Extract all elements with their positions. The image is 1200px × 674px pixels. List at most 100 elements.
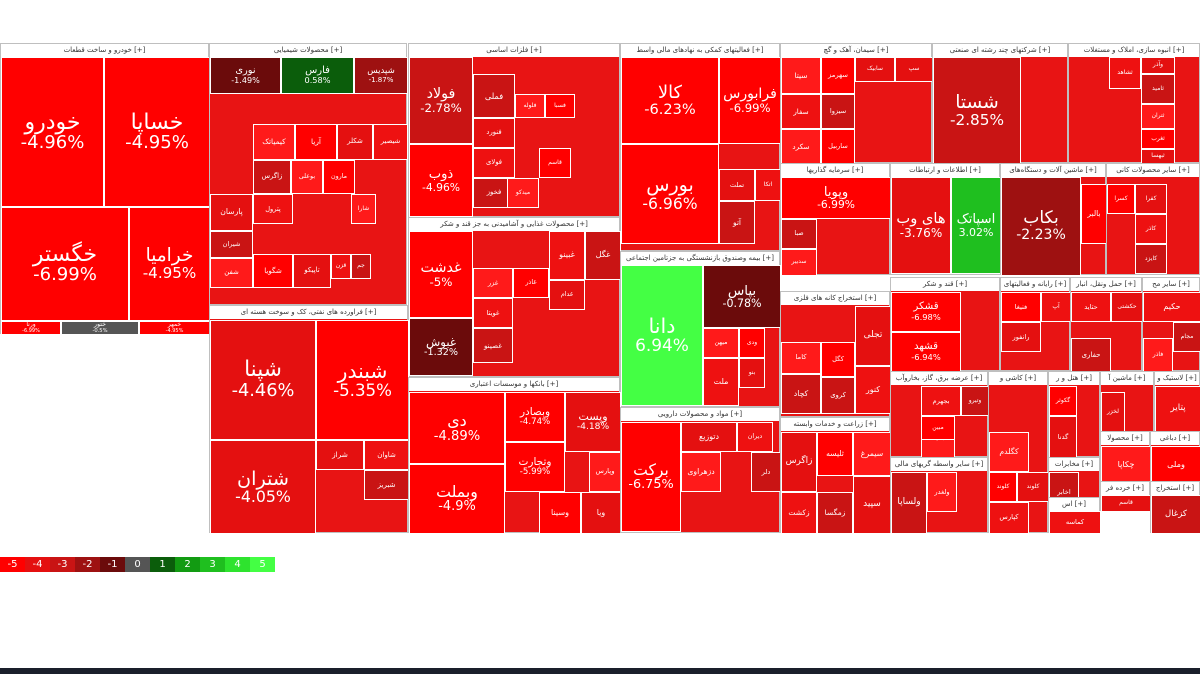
stock-tile[interactable]: شیران [210, 231, 253, 258]
stock-tile[interactable]: کایزد [1135, 244, 1167, 274]
stock-tile[interactable]: کپارس [989, 502, 1029, 534]
stock-tile[interactable]: پتایر [1155, 386, 1200, 432]
stock-tile[interactable]: شتران -4.05% [210, 440, 316, 534]
stock-tile[interactable]: خمهر -4.95% [139, 321, 210, 335]
stock-tile[interactable]: ثبهسا [1141, 149, 1175, 164]
sector-header[interactable]: [+] مخابرات [1049, 458, 1099, 471]
stock-tile[interactable]: شبریز [364, 470, 409, 500]
stock-tile[interactable]: گکوثر [1049, 386, 1077, 416]
sector-header[interactable]: [+] قند و شکر [891, 278, 999, 291]
stock-tile[interactable]: وپارس [589, 452, 621, 492]
stock-tile[interactable]: شیصیر [373, 124, 408, 160]
stock-tile[interactable]: زاگرس [781, 432, 817, 492]
stock-tile[interactable]: های وب -3.76% [891, 177, 951, 274]
stock-tile[interactable]: شپدیس -1.87% [354, 57, 408, 94]
sector-panel[interactable]: [+] استخراج کزغال [1150, 481, 1200, 534]
sector-header[interactable]: [+] استخراج [1151, 482, 1199, 495]
sector-panel[interactable]: [+] زراعت و خدمات وابسته زاگرس زکشت زمگسا سی… [780, 417, 891, 534]
stock-tile[interactable]: ودی [739, 328, 765, 358]
sector-panel[interactable]: [+] سایر مح حکیم مجام فاذر [1142, 277, 1200, 372]
stock-tile[interactable]: غبوش -1.32% [409, 318, 473, 376]
stock-tile[interactable]: کیمیاتک [253, 124, 295, 160]
stock-tile[interactable]: آپ [1041, 292, 1071, 322]
stock-tile[interactable]: فسبا [545, 94, 575, 118]
sector-header[interactable]: [+] شرکتهای چند رشته ای صنعتی [933, 44, 1067, 57]
sector-panel[interactable]: [+] حمل ونقل، انبار حکشتی حتاید حفاری [1070, 277, 1143, 372]
sector-panel[interactable]: [+] فراورده های نفتی، کک و سوخت هسته ای ش… [209, 305, 409, 534]
stock-tile[interactable]: بکاب -2.23% [1001, 177, 1081, 276]
sector-panel[interactable]: [+] سایر محصولات کانی کسرا کفرا کاذر کایزد [1106, 163, 1200, 275]
stock-tile[interactable]: ثتران [1141, 104, 1175, 129]
stock-tile[interactable]: کلوند [989, 472, 1017, 502]
stock-tile[interactable]: مبین [921, 416, 955, 440]
sector-header[interactable]: [+] عرضه برق، گاز، بخاروآب [891, 372, 987, 385]
sector-header[interactable]: [+] خرده فر [1101, 482, 1149, 495]
sector-panel[interactable]: [+] قند و شکر قشکر -6.98% قشهد -6.94% [890, 277, 1000, 372]
sector-header[interactable]: [+] سیمان، آهک و گچ [781, 44, 931, 57]
stock-tile[interactable]: بالبر [1081, 184, 1107, 244]
stock-tile[interactable]: فنیغا [1001, 292, 1041, 322]
stock-tile[interactable]: دلر [751, 452, 781, 492]
sector-panel[interactable]: [+] محصولا چکاپا [1100, 431, 1151, 482]
stock-tile[interactable]: اتکا [755, 169, 781, 201]
stock-tile[interactable]: فولای [473, 148, 515, 178]
sector-header[interactable]: [+] ماشین آلات و دستگاه‌های [1001, 164, 1105, 177]
sector-panel[interactable]: [+] سایر واسطه گریهای مالی ولساپا ولغدر [890, 457, 988, 534]
stock-tile[interactable]: کسرا [1107, 184, 1135, 214]
stock-tile[interactable]: خگستر -6.99% [1, 207, 129, 321]
stock-tile[interactable]: صبا [781, 219, 817, 249]
sector-header[interactable]: [+] ماشین آ [1101, 372, 1153, 385]
stock-tile[interactable]: قاسم [1101, 495, 1151, 512]
stock-tile[interactable]: چکاپا [1101, 446, 1151, 482]
stock-tile[interactable]: کگلدم [989, 432, 1029, 472]
stock-tile[interactable]: قزن [331, 254, 351, 279]
sector-header[interactable]: [+] سایر محصولات کانی [1107, 164, 1199, 177]
stock-tile[interactable]: لخزر [1101, 392, 1125, 432]
stock-tile[interactable]: جم [351, 254, 371, 279]
sector-header[interactable]: [+] رایانه و فعالیتهای [1001, 278, 1069, 291]
stock-tile[interactable]: سابیک [855, 57, 895, 82]
sector-panel[interactable]: [+] اس کماسه [1048, 497, 1101, 534]
stock-tile[interactable]: سکرد [781, 129, 821, 164]
stock-tile[interactable]: غویتا [473, 298, 513, 328]
stock-tile[interactable]: کاما [781, 342, 821, 374]
stock-tile[interactable]: ویا [581, 492, 621, 534]
stock-tile[interactable]: کروی [821, 377, 855, 414]
sector-panel[interactable]: [+] شرکتهای چند رشته ای صنعتی شستا -2.85% [932, 43, 1068, 164]
stock-tile[interactable]: شپنا -4.46% [210, 320, 316, 440]
sector-panel[interactable]: [+] سرمایه گذاریها وپویا -6.99% صبا سدبیر [780, 163, 891, 276]
stock-tile[interactable]: کزغال [1151, 495, 1200, 534]
sector-panel[interactable]: [+] فلزات اساسی فولاد -2.78% فملی فلوله فسبا ف… [408, 43, 620, 217]
stock-tile[interactable]: سدبیر [781, 249, 817, 276]
stock-tile[interactable]: حفاری [1071, 338, 1111, 372]
stock-tile[interactable]: سیتا [781, 57, 821, 94]
stock-tile[interactable]: فملی [473, 74, 515, 118]
stock-tile[interactable]: غزر [473, 268, 513, 298]
stock-tile[interactable]: غاذر [513, 268, 549, 298]
stock-tile[interactable]: فاذر [1143, 338, 1173, 372]
stock-tile[interactable]: غصینو [473, 328, 513, 363]
stock-tile[interactable]: کچاد [781, 374, 821, 414]
stock-tile[interactable]: دی -4.89% [409, 392, 505, 464]
stock-tile[interactable]: ثلیسه [817, 432, 853, 476]
stock-tile[interactable]: فلوله [515, 94, 545, 118]
sector-header[interactable]: [+] محصولات شیمیایی [210, 44, 406, 57]
stock-tile[interactable]: بپاس -0.78% [703, 265, 781, 328]
stock-tile[interactable]: قشهد -6.94% [891, 332, 961, 372]
sector-panel[interactable]: [+] محصولات غذایی و آشامیدنی به جز قند و… [408, 217, 621, 377]
sector-header[interactable]: [+] لاستیک و [1155, 372, 1199, 385]
stock-tile[interactable]: ساربیل [821, 129, 855, 164]
sector-header[interactable]: [+] خودرو و ساخت قطعات [1, 44, 208, 57]
sector-panel[interactable]: [+] رایانه و فعالیتهای فنیغا رانفور آپ [1000, 277, 1071, 371]
stock-tile[interactable]: وسینا [539, 492, 581, 534]
stock-tile[interactable]: فولاد -2.78% [409, 57, 473, 144]
stock-tile[interactable]: اسپاتک 3.02% [951, 177, 1001, 274]
stock-tile[interactable]: وملی [1151, 446, 1200, 482]
stock-tile[interactable]: وبملت -4.9% [409, 464, 505, 534]
sector-header[interactable]: [+] انبوه سازی، املاک و مستغلات [1069, 44, 1199, 57]
stock-tile[interactable]: گدنا [1049, 416, 1077, 458]
stock-tile[interactable]: کگل [821, 342, 855, 377]
stock-tile[interactable]: کفرا [1135, 184, 1167, 214]
stock-tile[interactable]: کماسه [1049, 511, 1101, 534]
stock-tile[interactable]: میهن [703, 328, 739, 358]
